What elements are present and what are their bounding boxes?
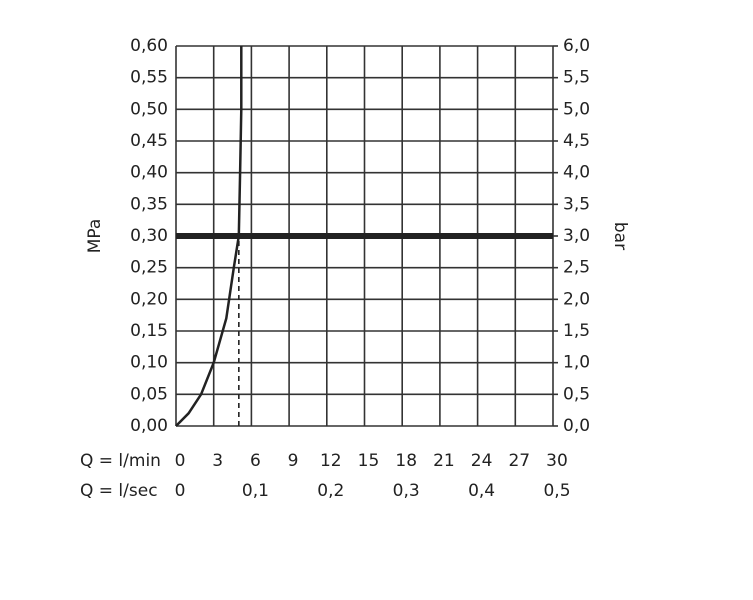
y-tick-label: 0,45 xyxy=(130,131,168,151)
y-tick-label: 0,10 xyxy=(130,353,168,373)
y2-tick-label: 0,5 xyxy=(563,384,590,404)
x-tick-label: 6 xyxy=(250,451,261,471)
y-tick-label: 0,25 xyxy=(130,258,168,278)
x2-axis-label: Q = l/sec xyxy=(80,481,158,501)
x2-tick-label: 0,5 xyxy=(543,481,570,501)
y2-tick-label: 5,5 xyxy=(563,68,590,88)
y2-tick-label: 5,0 xyxy=(563,99,590,119)
x-tick-label: 30 xyxy=(546,451,568,471)
x-tick-label: 9 xyxy=(288,451,299,471)
y2-tick-label: 4,5 xyxy=(563,131,590,151)
x-tick-label: 27 xyxy=(508,451,530,471)
x2-tick-label: 0 xyxy=(175,481,186,501)
x-axis-label: Q = l/min xyxy=(80,451,161,471)
x-tick-label: 3 xyxy=(212,451,223,471)
y-tick-label: 0,35 xyxy=(130,194,168,214)
x-tick-label: 21 xyxy=(433,451,455,471)
x-tick-label: 12 xyxy=(320,451,342,471)
y2-axis-label: bar xyxy=(610,222,630,250)
y2-tick-label: 1,5 xyxy=(563,321,590,341)
y-tick-label: 0,40 xyxy=(130,163,168,183)
y2-tick-label: 1,0 xyxy=(563,353,590,373)
y-tick-label: 0,15 xyxy=(130,321,168,341)
y-tick-label: 0,55 xyxy=(130,68,168,88)
y-tick-label: 0,30 xyxy=(130,226,168,246)
y2-tick-label: 0,0 xyxy=(563,416,590,436)
y-tick-label: 0,05 xyxy=(130,384,168,404)
curve xyxy=(175,46,243,427)
x2-tick-label: 0,4 xyxy=(468,481,495,501)
x2-tick-label: 0,1 xyxy=(242,481,269,501)
y-tick-label: 0,00 xyxy=(130,416,168,436)
y2-tick-label: 2,5 xyxy=(563,258,590,278)
x-tick-label: 15 xyxy=(358,451,380,471)
y-tick-label: 0,20 xyxy=(130,289,168,309)
x-tick-label: 24 xyxy=(471,451,493,471)
x2-tick-label: 0,2 xyxy=(317,481,344,501)
y-tick-label: 0,60 xyxy=(130,36,168,56)
y-axis-label: MPa xyxy=(85,219,105,254)
y2-tick-label: 6,0 xyxy=(563,36,590,56)
x-tick-label: 18 xyxy=(395,451,417,471)
y2-tick-label: 3,0 xyxy=(563,226,590,246)
y2-tick-label: 2,0 xyxy=(563,289,590,309)
x2-tick-label: 0,3 xyxy=(393,481,420,501)
x-tick-label: 0 xyxy=(175,451,186,471)
y-tick-label: 0,50 xyxy=(130,99,168,119)
y2-tick-label: 4,0 xyxy=(563,163,590,183)
y2-tick-label: 3,5 xyxy=(563,194,590,214)
